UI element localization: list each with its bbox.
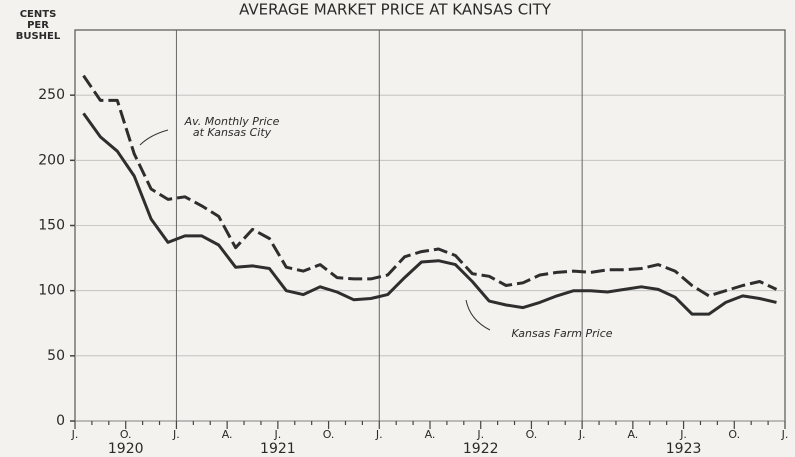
x-tick-label: J. bbox=[781, 428, 789, 441]
y-tick-label: 50 bbox=[47, 348, 65, 364]
x-tick-label: O. bbox=[526, 428, 538, 441]
y-axis-label: CENTS bbox=[20, 9, 57, 20]
y-tick-label: 200 bbox=[38, 152, 65, 168]
annotation-arrow bbox=[139, 129, 169, 146]
annotation-line: Av. Monthly Price bbox=[184, 115, 280, 128]
x-tick-label: J. bbox=[273, 428, 281, 441]
x-tick-label: O. bbox=[323, 428, 335, 441]
x-tick-label: O. bbox=[120, 428, 132, 441]
y-tick-label: 250 bbox=[38, 87, 65, 103]
series-line bbox=[82, 112, 777, 316]
x-tick-label: J. bbox=[71, 428, 79, 441]
x-tick-label: J. bbox=[172, 428, 180, 441]
x-tick-label: A. bbox=[627, 428, 638, 441]
series-line bbox=[82, 74, 778, 298]
x-tick-label: A. bbox=[222, 428, 233, 441]
y-axis-label: BUSHEL bbox=[16, 31, 61, 42]
x-tick-label: J. bbox=[476, 428, 484, 441]
annotation-line: Kansas Farm Price bbox=[511, 327, 612, 340]
year-label: 1920 bbox=[108, 441, 144, 457]
x-tick-label: J. bbox=[375, 428, 383, 441]
year-label: 1921 bbox=[260, 441, 296, 457]
annotation: Kansas Farm Price bbox=[511, 327, 612, 340]
x-tick-label: A. bbox=[425, 428, 436, 441]
y-axis-label: PER bbox=[27, 20, 49, 31]
chart-title: AVERAGE MARKET PRICE AT KANSAS CITY bbox=[239, 1, 552, 19]
x-tick-label: O. bbox=[728, 428, 740, 441]
annotation: Av. Monthly Price at Kansas City bbox=[184, 115, 280, 139]
annotation-arrow bbox=[465, 299, 491, 331]
x-tick-label: J. bbox=[578, 428, 586, 441]
y-tick-label: 0 bbox=[56, 413, 65, 429]
year-label: 1923 bbox=[666, 441, 702, 457]
y-tick-label: 100 bbox=[38, 283, 65, 299]
year-label: 1922 bbox=[463, 441, 499, 457]
annotation-line: at Kansas City bbox=[193, 126, 272, 139]
y-tick-label: 150 bbox=[38, 218, 65, 234]
x-tick-label: J. bbox=[679, 428, 687, 441]
